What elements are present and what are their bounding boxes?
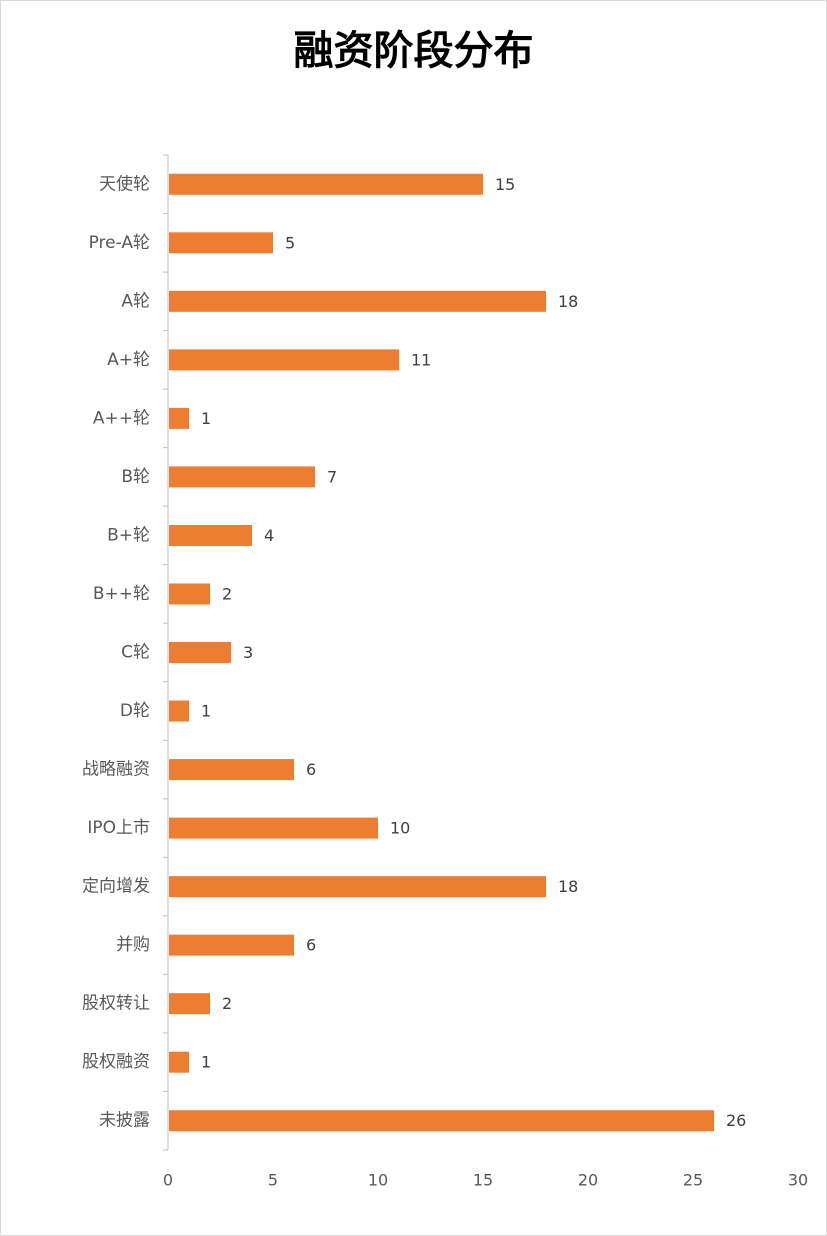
bar	[169, 700, 189, 722]
data-label: 1	[201, 1053, 211, 1072]
data-label: 26	[726, 1111, 746, 1130]
category-label: B+轮	[107, 525, 150, 545]
data-label: 11	[411, 350, 431, 369]
data-label: 18	[558, 877, 578, 896]
data-label: 3	[243, 643, 253, 662]
data-label: 2	[222, 584, 232, 603]
data-label: 10	[390, 819, 410, 838]
x-tick-label: 20	[578, 1171, 598, 1190]
data-label: 18	[558, 292, 578, 311]
category-label: 股权转让	[82, 994, 150, 1014]
bar	[169, 934, 294, 956]
data-label: 4	[264, 526, 274, 545]
category-label: 天使轮	[99, 173, 150, 194]
bar	[169, 642, 231, 663]
category-label: A轮	[121, 291, 150, 311]
x-tick-label: 10	[368, 1171, 388, 1190]
category-label: B轮	[121, 467, 150, 487]
bar	[169, 466, 315, 488]
bar	[169, 290, 546, 312]
bar	[169, 407, 189, 429]
data-label: 6	[306, 760, 316, 779]
data-label: 2	[222, 994, 232, 1013]
bar	[169, 1051, 189, 1073]
bar	[169, 1110, 714, 1132]
x-tick-label: 25	[683, 1171, 703, 1190]
category-label: A+轮	[107, 350, 150, 370]
category-label: 定向增发	[82, 877, 150, 897]
bar	[169, 173, 483, 195]
data-label: 1	[201, 702, 211, 721]
category-label: B++轮	[93, 584, 150, 604]
category-label: D轮	[120, 701, 150, 721]
category-label: C轮	[121, 643, 150, 663]
data-label: 6	[306, 936, 316, 955]
data-label: 1	[201, 409, 211, 428]
x-tick-label: 0	[163, 1171, 173, 1190]
bar	[169, 349, 399, 371]
bar	[169, 993, 210, 1015]
category-label: A++轮	[93, 408, 150, 428]
data-label: 5	[285, 233, 295, 252]
bar	[169, 876, 546, 898]
bar	[169, 817, 378, 839]
category-label: IPO上市	[87, 818, 150, 838]
category-label: 未披露	[99, 1111, 150, 1131]
bar	[169, 232, 273, 254]
bar	[169, 759, 294, 781]
x-tick-label: 5	[268, 1171, 278, 1190]
data-label: 7	[327, 467, 337, 486]
category-label: 战略融资	[82, 760, 150, 780]
x-tick-label: 30	[788, 1171, 808, 1190]
category-label: Pre-A轮	[89, 233, 150, 253]
x-tick-label: 15	[473, 1171, 493, 1190]
bar	[169, 583, 210, 605]
category-label: 并购	[116, 935, 150, 955]
bar	[169, 524, 252, 546]
category-label: 股权融资	[82, 1052, 150, 1072]
chart-title: 融资阶段分布	[293, 28, 534, 74]
data-label: 15	[495, 175, 515, 194]
